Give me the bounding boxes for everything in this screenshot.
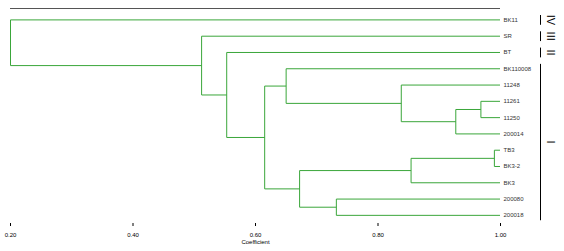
svg-text:TB3: TB3 <box>504 147 516 153</box>
svg-text:11250: 11250 <box>504 115 521 121</box>
svg-text:0.20: 0.20 <box>5 232 17 238</box>
svg-text:BK3-2: BK3-2 <box>504 163 521 169</box>
svg-text:BK3: BK3 <box>504 180 516 186</box>
svg-text:II: II <box>545 49 557 55</box>
svg-text:Coefficient: Coefficient <box>241 239 270 245</box>
svg-text:11248: 11248 <box>504 82 521 88</box>
svg-text:200080: 200080 <box>504 196 525 202</box>
svg-text:BK110008: BK110008 <box>504 66 532 72</box>
svg-text:III: III <box>545 32 557 41</box>
svg-text:IV: IV <box>545 15 557 26</box>
svg-text:0.60: 0.60 <box>250 232 262 238</box>
svg-text:BT: BT <box>504 49 512 55</box>
svg-text:I: I <box>545 141 557 144</box>
svg-text:BK11: BK11 <box>504 17 519 23</box>
svg-text:11261: 11261 <box>504 98 521 104</box>
svg-text:200018: 200018 <box>504 212 525 218</box>
svg-text:200014: 200014 <box>504 131 525 137</box>
svg-text:1.00: 1.00 <box>495 232 507 238</box>
svg-text:SR: SR <box>504 33 513 39</box>
svg-text:0.40: 0.40 <box>127 232 139 238</box>
svg-text:0.80: 0.80 <box>372 232 384 238</box>
